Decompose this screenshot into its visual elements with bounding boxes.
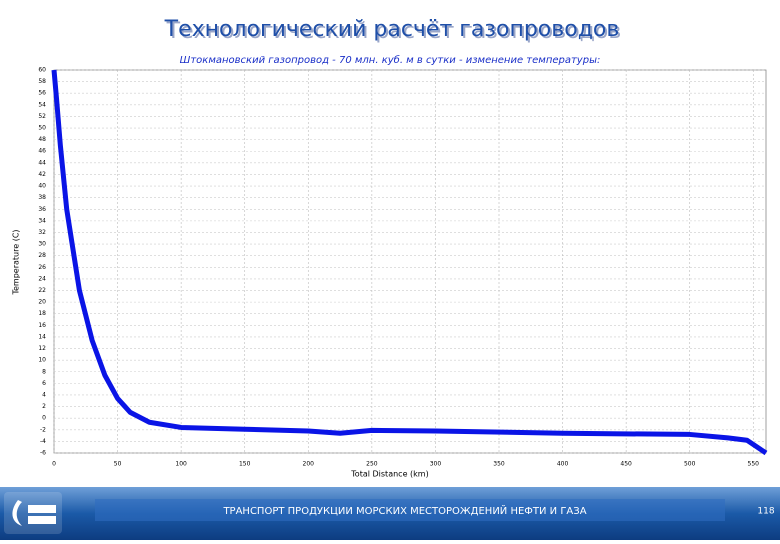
y-tick-label: 40 xyxy=(38,183,46,190)
y-tick-label: 10 xyxy=(38,357,46,364)
y-tick-label: 60 xyxy=(38,67,46,74)
y-tick-label: 44 xyxy=(38,159,46,166)
y-tick-label: 48 xyxy=(38,136,46,143)
y-tick-label: 56 xyxy=(38,90,46,97)
plot-area xyxy=(53,69,767,454)
y-tick-label: 54 xyxy=(38,101,46,108)
page-number: 118 xyxy=(757,507,774,517)
y-tick-label: -4 xyxy=(40,438,46,445)
y-tick-label: -2 xyxy=(40,426,46,433)
y-axis-label: Temperature (C) xyxy=(12,229,21,295)
y-tick-label: 20 xyxy=(38,299,46,306)
title-shadow: Технологический расчёт газопроводов xyxy=(166,19,622,44)
y-tick-label: 52 xyxy=(38,113,46,120)
x-tick-label: 150 xyxy=(239,461,251,468)
y-tick-label: 38 xyxy=(38,194,46,201)
y-tick-label: 36 xyxy=(38,206,46,213)
chart-title: Штокмановский газопровод - 70 млн. куб. … xyxy=(180,54,601,66)
x-tick-label: 200 xyxy=(303,461,315,468)
x-tick-label: 400 xyxy=(557,461,569,468)
y-tick-label: 26 xyxy=(38,264,46,271)
y-tick-label: 42 xyxy=(38,171,46,178)
x-tick-label: 500 xyxy=(684,461,696,468)
footer-text: ТРАНСПОРТ ПРОДУКЦИИ МОРСКИХ МЕСТОРОЖДЕНИ… xyxy=(222,504,586,517)
x-tick-label: 0 xyxy=(52,461,56,468)
x-tick-label: 350 xyxy=(493,461,505,468)
y-tick-label: 28 xyxy=(38,252,46,259)
y-tick-label: 22 xyxy=(38,287,46,294)
y-tick-label: 32 xyxy=(38,229,46,236)
y-tick-label: 18 xyxy=(38,310,46,317)
slide-title: Технологический расчёт газопроводов xyxy=(164,17,620,42)
y-tick-label: 12 xyxy=(38,345,46,352)
y-tick-label: 30 xyxy=(38,241,46,248)
y-tick-label: 4 xyxy=(42,391,46,398)
data-line xyxy=(51,69,768,456)
y-tick-label: 14 xyxy=(38,333,46,340)
y-tick-label: 6 xyxy=(42,380,46,387)
plot: 6058565452504846444240383634323028262422… xyxy=(38,67,768,468)
footer-strip xyxy=(95,499,725,521)
x-tick-label: 300 xyxy=(430,461,442,468)
logo xyxy=(4,492,62,534)
y-tick-label: -6 xyxy=(40,450,46,457)
y-tick-label: 50 xyxy=(38,125,46,132)
y-tick-label: 46 xyxy=(38,148,46,155)
x-tick-label: 50 xyxy=(114,461,122,468)
x-tick-label: 250 xyxy=(366,461,378,468)
y-tick-label: 2 xyxy=(42,403,46,410)
x-tick-label: 100 xyxy=(175,461,187,468)
y-tick-label: 24 xyxy=(38,275,46,282)
y-tick-label: 58 xyxy=(38,78,46,85)
y-tick-label: 16 xyxy=(38,322,46,329)
y-tick-label: 34 xyxy=(38,217,46,224)
y-tick-label: 0 xyxy=(42,415,46,422)
x-axis-label: Total Distance (km) xyxy=(350,470,428,479)
y-tick-label: 8 xyxy=(42,368,46,375)
x-tick-label: 450 xyxy=(620,461,632,468)
x-tick-label: 550 xyxy=(748,461,760,468)
